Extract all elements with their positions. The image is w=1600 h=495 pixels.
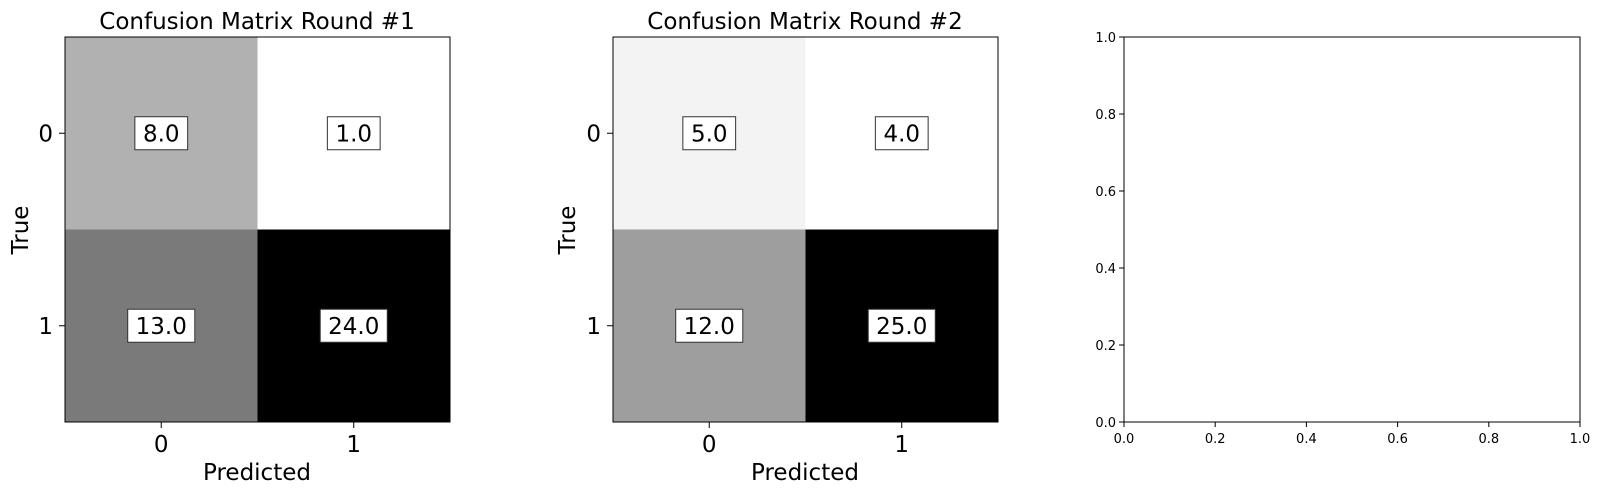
x-tick-label: 0.4 [1296, 432, 1317, 447]
y-tick-label: 1 [586, 314, 601, 340]
cell-value-label: 25.0 [876, 314, 927, 340]
y-axis-ticks: 01 [586, 121, 613, 340]
empty-axes: 0.0 0.2 0.4 0.6 0.8 1.0 0.0 0.2 0.4 0.6 0.8 1.0 [1095, 31, 1590, 447]
confusion-matrix-round-1: Confusion Matrix Round #1 8.0 1.0 13.0 24.0… [8, 9, 451, 486]
cell-label-box [867, 308, 936, 343]
cell-value-label: 5.0 [691, 121, 728, 147]
x-tick-label: 0 [154, 432, 169, 458]
y-tick-label: 0.6 [1095, 185, 1116, 200]
x-axis-label: Predicted [751, 460, 859, 486]
y-tick-label: 0 [38, 121, 53, 147]
y-tick-label: 0.0 [1095, 416, 1116, 431]
cell-value-label: 1.0 [335, 121, 372, 147]
cell-value-label: 13.0 [136, 314, 187, 340]
y-axis-label: True [555, 206, 581, 256]
heatmap-cells: 8.0 1.0 13.0 24.0 [65, 37, 450, 422]
y-axis-ticks: 01 [38, 121, 65, 340]
cell-value-label: 4.0 [883, 121, 920, 147]
cell-label-box [134, 116, 189, 151]
plot-frame [64, 36, 451, 423]
x-tick-label: 1.0 [1570, 432, 1591, 447]
x-tick-label: 0.0 [1114, 432, 1135, 447]
x-axis-label: Predicted [203, 460, 311, 486]
cell-value-label: 8.0 [143, 121, 180, 147]
confusion-matrix-round-2: Confusion Matrix Round #2 5.0 4.0 12.0 25.0… [555, 9, 999, 486]
cell-label-box [319, 308, 388, 343]
cell-label-box [326, 116, 381, 151]
x-tick-label: 0 [702, 432, 717, 458]
cell-value-label: 12.0 [684, 314, 735, 340]
y-tick-label: 0.8 [1095, 108, 1116, 123]
cell-label-box [874, 116, 929, 151]
y-tick-label: 1 [38, 314, 53, 340]
x-tick-label: 0.8 [1478, 432, 1499, 447]
y-tick-label: 0 [586, 121, 601, 147]
y-tick-label: 1.0 [1095, 31, 1116, 46]
y-tick-label: 0.4 [1095, 262, 1116, 277]
x-tick-label: 1 [346, 432, 361, 458]
x-tick-label: 0.6 [1387, 432, 1408, 447]
y-axis-ticks: 0.0 0.2 0.4 0.6 0.8 1.0 [1095, 31, 1124, 431]
chart-title: Confusion Matrix Round #1 [99, 9, 414, 35]
cell-value-label: 24.0 [328, 314, 379, 340]
plot-frame [1123, 36, 1581, 423]
heatmap-cells: 5.0 4.0 12.0 25.0 [613, 37, 998, 422]
y-tick-label: 0.2 [1095, 339, 1116, 354]
x-axis-ticks: 0.0 0.2 0.4 0.6 0.8 1.0 [1114, 422, 1591, 447]
chart-title: Confusion Matrix Round #2 [647, 9, 962, 35]
cell-label-box [682, 116, 737, 151]
x-tick-label: 1 [894, 432, 909, 458]
x-tick-label: 0.2 [1205, 432, 1226, 447]
plot-frame [612, 36, 999, 423]
cell-label-box [675, 308, 744, 343]
cell-label-box [127, 308, 196, 343]
y-axis-label: True [8, 206, 34, 256]
